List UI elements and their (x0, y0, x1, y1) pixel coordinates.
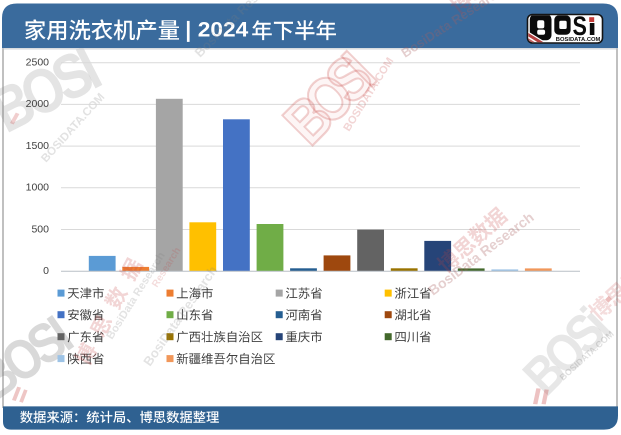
svg-text:2500: 2500 (26, 57, 50, 69)
svg-text:1000: 1000 (26, 182, 50, 194)
svg-text:0: 0 (43, 265, 49, 277)
svg-text:2024: 2024 (198, 17, 249, 41)
svg-text:1500: 1500 (26, 140, 50, 152)
svg-text:S: S (573, 12, 587, 42)
svg-text:BOSI: BOSI (0, 34, 109, 146)
svg-text:BOSIDATA.COM: BOSIDATA.COM (556, 37, 601, 43)
svg-text:500: 500 (31, 223, 49, 235)
svg-text:2000: 2000 (26, 98, 50, 110)
